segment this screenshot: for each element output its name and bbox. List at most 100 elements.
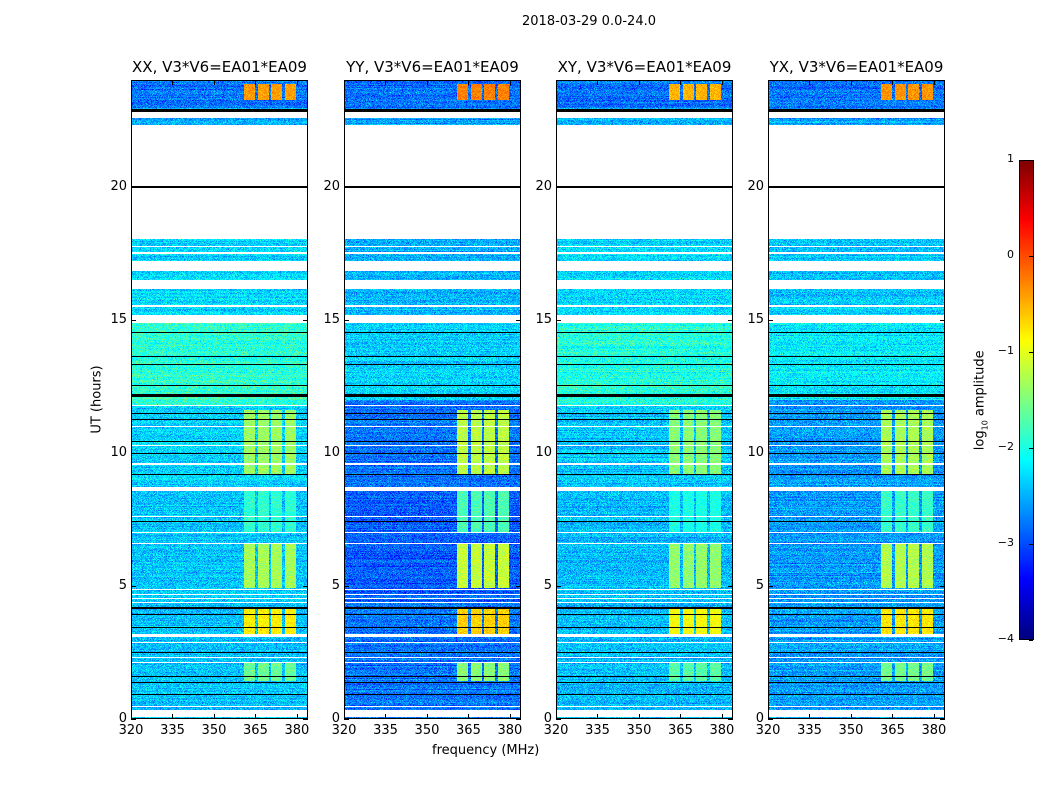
panel-title: XX, V3*V6=EA01*EA09 <box>132 58 307 76</box>
x-tick-label: 365 <box>243 723 268 738</box>
x-tick <box>296 714 298 719</box>
x-tick <box>344 714 345 719</box>
x-tick-top <box>680 80 682 85</box>
y-tick-right <box>728 452 733 454</box>
x-tick-top <box>768 80 769 85</box>
y-tick-right <box>940 186 945 188</box>
y-tick-right <box>303 585 308 587</box>
y-tick <box>768 186 773 188</box>
x-tick <box>680 714 682 719</box>
x-tick <box>556 714 557 719</box>
y-tick <box>344 186 349 188</box>
x-tick <box>255 714 257 719</box>
y-tick-right <box>516 186 521 188</box>
y-tick-label: 0 <box>755 711 764 726</box>
y-tick-right <box>728 719 733 720</box>
colorbar-tick-label: 0 <box>1007 248 1014 261</box>
y-tick <box>131 186 136 188</box>
colorbar-tick <box>1029 544 1033 545</box>
y-tick-right <box>303 719 308 720</box>
colorbar-tick <box>1029 256 1033 257</box>
x-tick-top <box>385 80 387 85</box>
x-tick-label: 335 <box>373 723 398 738</box>
y-tick-label: 10 <box>323 444 340 460</box>
x-tick <box>721 714 723 719</box>
y-tick <box>556 719 561 720</box>
x-tick-top <box>509 80 511 85</box>
y-tick-label: 5 <box>118 577 127 593</box>
y-tick-right <box>940 319 945 321</box>
x-tick <box>509 714 511 719</box>
y-tick-right <box>516 719 521 720</box>
y-tick-label: 0 <box>543 711 552 726</box>
x-tick <box>172 714 174 719</box>
x-tick-label: 350 <box>414 723 440 738</box>
x-tick-label: 335 <box>160 723 185 738</box>
colorbar <box>1019 160 1034 640</box>
x-tick-top <box>296 80 298 85</box>
x-tick <box>768 714 769 719</box>
colorbar-tick-label: −3 <box>997 536 1014 549</box>
heatmap-panel <box>344 80 521 719</box>
panel-title: YX, V3*V6=EA01*EA09 <box>769 58 944 76</box>
x-tick <box>213 714 215 719</box>
x-tick-top <box>344 80 345 85</box>
x-tick-top <box>468 80 470 85</box>
x-tick <box>597 714 599 719</box>
x-tick-top <box>597 80 599 85</box>
x-tick-label: 380 <box>921 723 947 738</box>
colorbar-tick-label: 1 <box>1007 152 1014 165</box>
colorbar-label: log10 amplitude <box>973 340 990 460</box>
y-tick <box>768 585 773 587</box>
x-tick-top <box>255 80 257 85</box>
y-tick-right <box>303 452 308 454</box>
x-tick-label: 320 <box>543 723 569 738</box>
colorbar-label-sub: 10 <box>980 420 990 431</box>
x-tick-label: 365 <box>456 723 481 738</box>
heatmap-image <box>769 81 944 718</box>
x-tick-label: 380 <box>284 723 310 738</box>
x-tick-top <box>638 80 640 85</box>
heatmap-image <box>345 81 520 718</box>
y-tick-label: 10 <box>110 444 127 460</box>
x-axis-label: frequency (MHz) <box>432 743 540 758</box>
colorbar-tick-label: −1 <box>997 344 1014 357</box>
y-tick <box>768 719 773 720</box>
y-tick-right <box>940 585 945 587</box>
colorbar-tick <box>1029 352 1033 353</box>
colorbar-tick-label: −2 <box>997 440 1014 453</box>
y-tick <box>131 719 136 720</box>
x-tick-label: 350 <box>626 723 652 738</box>
x-tick-label: 350 <box>838 723 864 738</box>
y-tick <box>556 452 561 454</box>
x-tick-top <box>850 80 852 85</box>
y-tick-label: 5 <box>543 577 552 593</box>
x-tick-label: 350 <box>201 723 227 738</box>
x-tick <box>809 714 811 719</box>
y-tick-right <box>516 319 521 321</box>
x-tick <box>850 714 852 719</box>
colorbar-gradient <box>1020 161 1033 639</box>
colorbar-tick-label: −4 <box>997 632 1014 645</box>
colorbar-tick <box>1029 448 1033 449</box>
y-tick <box>131 452 136 454</box>
x-tick <box>638 714 640 719</box>
y-tick-right <box>940 719 945 720</box>
y-tick-right <box>303 186 308 188</box>
y-tick-right <box>728 186 733 188</box>
x-tick <box>468 714 470 719</box>
y-tick-label: 15 <box>535 311 552 327</box>
heatmap-panel <box>768 80 945 719</box>
y-tick-label: 10 <box>535 444 552 460</box>
x-tick-top <box>809 80 811 85</box>
y-tick-label: 20 <box>535 178 552 194</box>
y-tick <box>768 452 773 454</box>
x-tick-top <box>721 80 723 85</box>
x-tick <box>892 714 894 719</box>
colorbar-tick <box>1029 160 1033 161</box>
x-tick <box>426 714 428 719</box>
x-tick-top <box>426 80 428 85</box>
y-tick-label: 10 <box>747 444 764 460</box>
colorbar-tick <box>1029 640 1033 641</box>
y-tick-label: 0 <box>331 711 340 726</box>
